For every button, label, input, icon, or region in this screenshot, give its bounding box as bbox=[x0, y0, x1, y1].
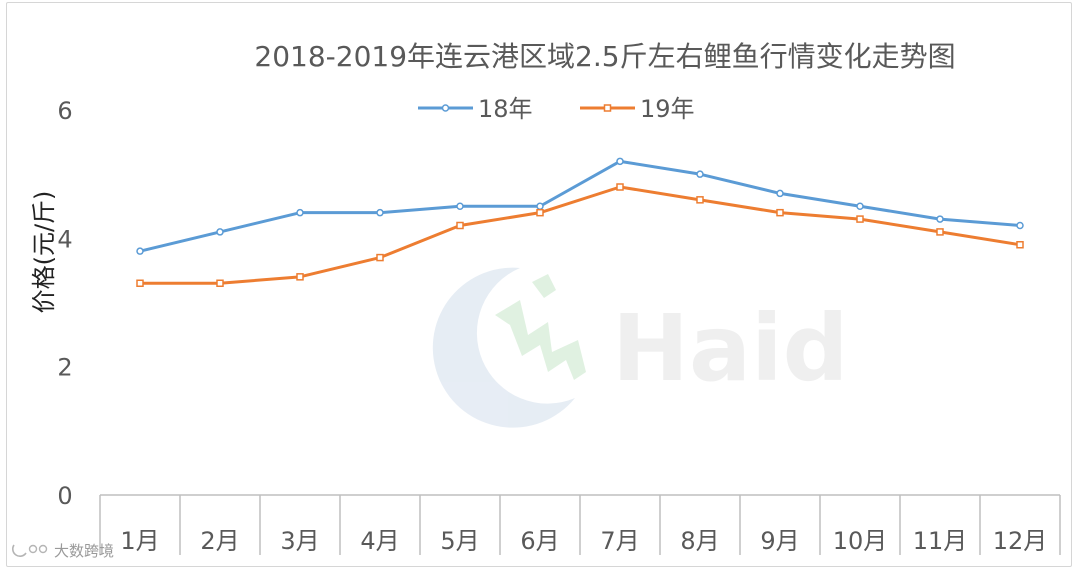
legend-item: 18年 bbox=[418, 95, 533, 123]
corner-watermark: 大数跨境 bbox=[11, 542, 114, 560]
x-tick-label: 2月 bbox=[200, 527, 239, 555]
data-point bbox=[696, 170, 704, 178]
chart-frame bbox=[6, 2, 1072, 567]
legend-item: 19年 bbox=[580, 95, 695, 123]
x-axis: 1月 2月 3月 4月 5月 6月 7月 8月 9月 10月 11月 12月 bbox=[99, 494, 1061, 555]
data-point bbox=[1016, 221, 1024, 230]
data-point bbox=[776, 189, 784, 198]
legend-marker bbox=[441, 104, 450, 112]
data-point bbox=[456, 221, 464, 230]
y-tick-label: 0 bbox=[57, 482, 72, 510]
x-tick-label: 7月 bbox=[600, 527, 639, 555]
x-tick-label: 6月 bbox=[520, 527, 559, 555]
data-point bbox=[856, 202, 864, 210]
x-tick-label: 9月 bbox=[760, 527, 799, 555]
series-1 bbox=[136, 157, 1024, 255]
x-tick-label: 5月 bbox=[440, 527, 479, 555]
y-axis-ticks: 0 2 4 6 bbox=[57, 97, 72, 510]
data-point bbox=[696, 196, 704, 204]
legend-label: 18年 bbox=[478, 95, 533, 123]
data-point bbox=[216, 279, 224, 287]
data-point bbox=[616, 157, 624, 166]
chart-series bbox=[136, 157, 1024, 287]
data-point bbox=[136, 279, 144, 287]
data-point bbox=[936, 228, 944, 236]
data-point bbox=[856, 215, 864, 223]
data-point bbox=[456, 202, 464, 210]
x-tick-label: 12月 bbox=[993, 527, 1048, 555]
data-point bbox=[296, 273, 304, 281]
haid-watermark: Haid bbox=[432, 267, 848, 428]
x-tick-label: 1月 bbox=[120, 527, 159, 555]
x-tick-label: 4月 bbox=[360, 527, 399, 555]
x-tick-label: 8月 bbox=[680, 527, 719, 555]
y-tick-label: 6 bbox=[57, 97, 72, 125]
haid-logo-text: Haid bbox=[612, 295, 848, 402]
corner-watermark-text: 大数跨境 bbox=[54, 542, 114, 560]
x-tick-label: 11月 bbox=[913, 527, 968, 555]
x-tick-label: 3月 bbox=[280, 527, 319, 555]
y-tick-label: 2 bbox=[57, 354, 72, 382]
series-line bbox=[138, 185, 1022, 285]
y-axis-label: 价格(元/斤) bbox=[30, 191, 58, 314]
data-point bbox=[1016, 241, 1024, 249]
series-line bbox=[138, 159, 1022, 253]
data-point bbox=[136, 247, 144, 255]
data-point bbox=[776, 208, 784, 217]
data-point bbox=[296, 208, 304, 217]
data-point bbox=[936, 215, 944, 223]
data-point bbox=[216, 228, 224, 236]
data-point bbox=[376, 208, 384, 217]
series-2 bbox=[136, 183, 1024, 287]
chart-title: 2018-2019年连云港区域2.5斤左右鲤鱼行情变化走势图 bbox=[254, 40, 955, 73]
y-tick-label: 4 bbox=[57, 225, 72, 253]
x-tick-label: 10月 bbox=[833, 527, 888, 555]
data-point bbox=[376, 253, 384, 262]
data-point bbox=[616, 183, 624, 191]
data-point bbox=[536, 202, 544, 210]
legend-label: 19年 bbox=[640, 95, 695, 123]
chart-legend: 18年 19年 bbox=[418, 95, 695, 123]
haid-logo-icon bbox=[432, 267, 586, 428]
camera-logo-icon bbox=[11, 544, 48, 557]
legend-marker bbox=[603, 104, 612, 112]
data-point bbox=[536, 208, 544, 217]
